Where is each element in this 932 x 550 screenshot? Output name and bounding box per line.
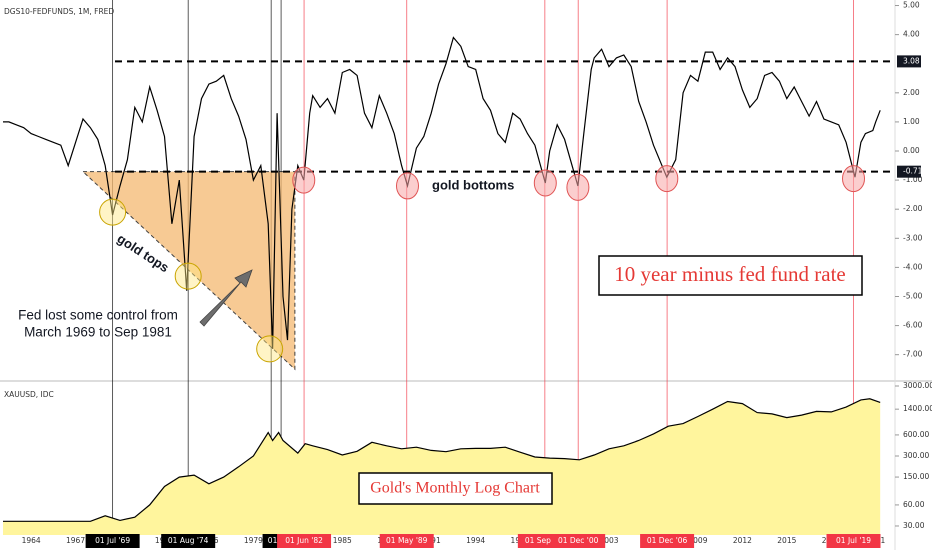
y-tick-label: 600.00: [903, 430, 929, 439]
y-tick-label: 300.00: [903, 451, 929, 460]
annotation: Fed lost some control from: [18, 308, 178, 323]
y-tick-label: -4.00: [903, 262, 923, 271]
reference-label: 3.08: [903, 56, 920, 65]
y-tick-label: -3.00: [903, 233, 923, 242]
marker-label-bg: [640, 534, 695, 548]
pane-title: XAUUSD, IDC: [4, 390, 54, 399]
main-layer: [3, 36, 895, 535]
y-tick-label: 1.00: [903, 117, 920, 126]
marker-label: 01 Dec '06: [647, 536, 688, 545]
y-tick-label: 60.00: [903, 500, 925, 509]
x-tick-label: 1967: [66, 536, 85, 545]
marker-label-bg: [551, 534, 606, 548]
marker-label-bg: [379, 534, 434, 548]
top-circle: [99, 198, 127, 226]
x-tick-label: 2003: [599, 536, 618, 545]
marker-label-bg: [85, 534, 140, 548]
bottom-circle: [566, 173, 590, 201]
annotation: Gold's Monthly Log Chart: [370, 480, 540, 497]
x-tick-label: 2009: [688, 536, 707, 545]
reference-label-bg: [897, 165, 921, 178]
y-tick-label: 150.00: [903, 472, 929, 481]
marker-label: 01 Jul '69: [95, 536, 130, 545]
bottom-circle: [533, 169, 557, 197]
area: [3, 398, 881, 535]
annotation-box: [358, 472, 553, 505]
annotation: March 1969 to Sep 1981: [24, 325, 172, 340]
x-tick-label: 1994: [466, 536, 485, 545]
marker-label: 01 Jun '82: [285, 536, 323, 545]
marker-label: 01 Dec '00: [558, 536, 599, 545]
annotation-layer: DGS10-FEDFUNDS, 1M, FRED XAUUSD, IDC gol…: [4, 1, 932, 548]
marker-label: 01 May '89: [386, 536, 428, 545]
bottom-circle: [395, 172, 419, 200]
x-tick-label: 2015: [777, 536, 796, 545]
pane-title: DGS10-FEDFUNDS, 1M, FRED: [4, 7, 114, 16]
marker-label-bg: [826, 534, 881, 548]
y-tick-label: 3000.00: [903, 381, 932, 390]
marker-label: 01 Jul '19: [836, 536, 871, 545]
reference-label: -0.71: [903, 167, 923, 176]
y-tick-label: -6.00: [903, 321, 923, 330]
x-tick-label: 2012: [733, 536, 752, 545]
line: [3, 36, 881, 349]
y-tick-label: -7.00: [903, 350, 923, 359]
reference-label-bg: [897, 55, 921, 68]
bottom-circle: [292, 166, 316, 194]
y-tick-label: -1.00: [903, 175, 923, 184]
top-circle: [174, 262, 202, 290]
marker-label-bg: [161, 534, 216, 548]
y-tick-label: 0.00: [903, 146, 920, 155]
y-tick-label: 4.00: [903, 30, 920, 39]
y-tick-label: -2.00: [903, 204, 923, 213]
top-circle: [256, 335, 284, 363]
marker-label-bg: [277, 534, 332, 548]
marker-label: 01 Sep '98: [525, 536, 565, 545]
y-tick-label: 30.00: [903, 521, 925, 530]
annotation-box: [598, 255, 863, 296]
annotation: gold bottoms: [432, 177, 514, 192]
annotation: 10 year minus fed fund rate: [614, 262, 846, 286]
arrow: [199, 269, 253, 327]
x-tick-label: 1979: [244, 536, 263, 545]
x-tick-label: 1985: [333, 536, 352, 545]
bottom-circle: [842, 165, 866, 193]
marker-label: 01 Aug '74: [168, 536, 209, 545]
line: [3, 398, 881, 522]
x-tick-label: 1964: [22, 536, 41, 545]
bottom-circle: [655, 165, 679, 193]
y-tick-label: 1400.00: [903, 404, 932, 413]
y-tick-label: 5.00: [903, 1, 920, 10]
y-tick-label: 2.00: [903, 88, 920, 97]
y-tick-label: -5.00: [903, 291, 923, 300]
